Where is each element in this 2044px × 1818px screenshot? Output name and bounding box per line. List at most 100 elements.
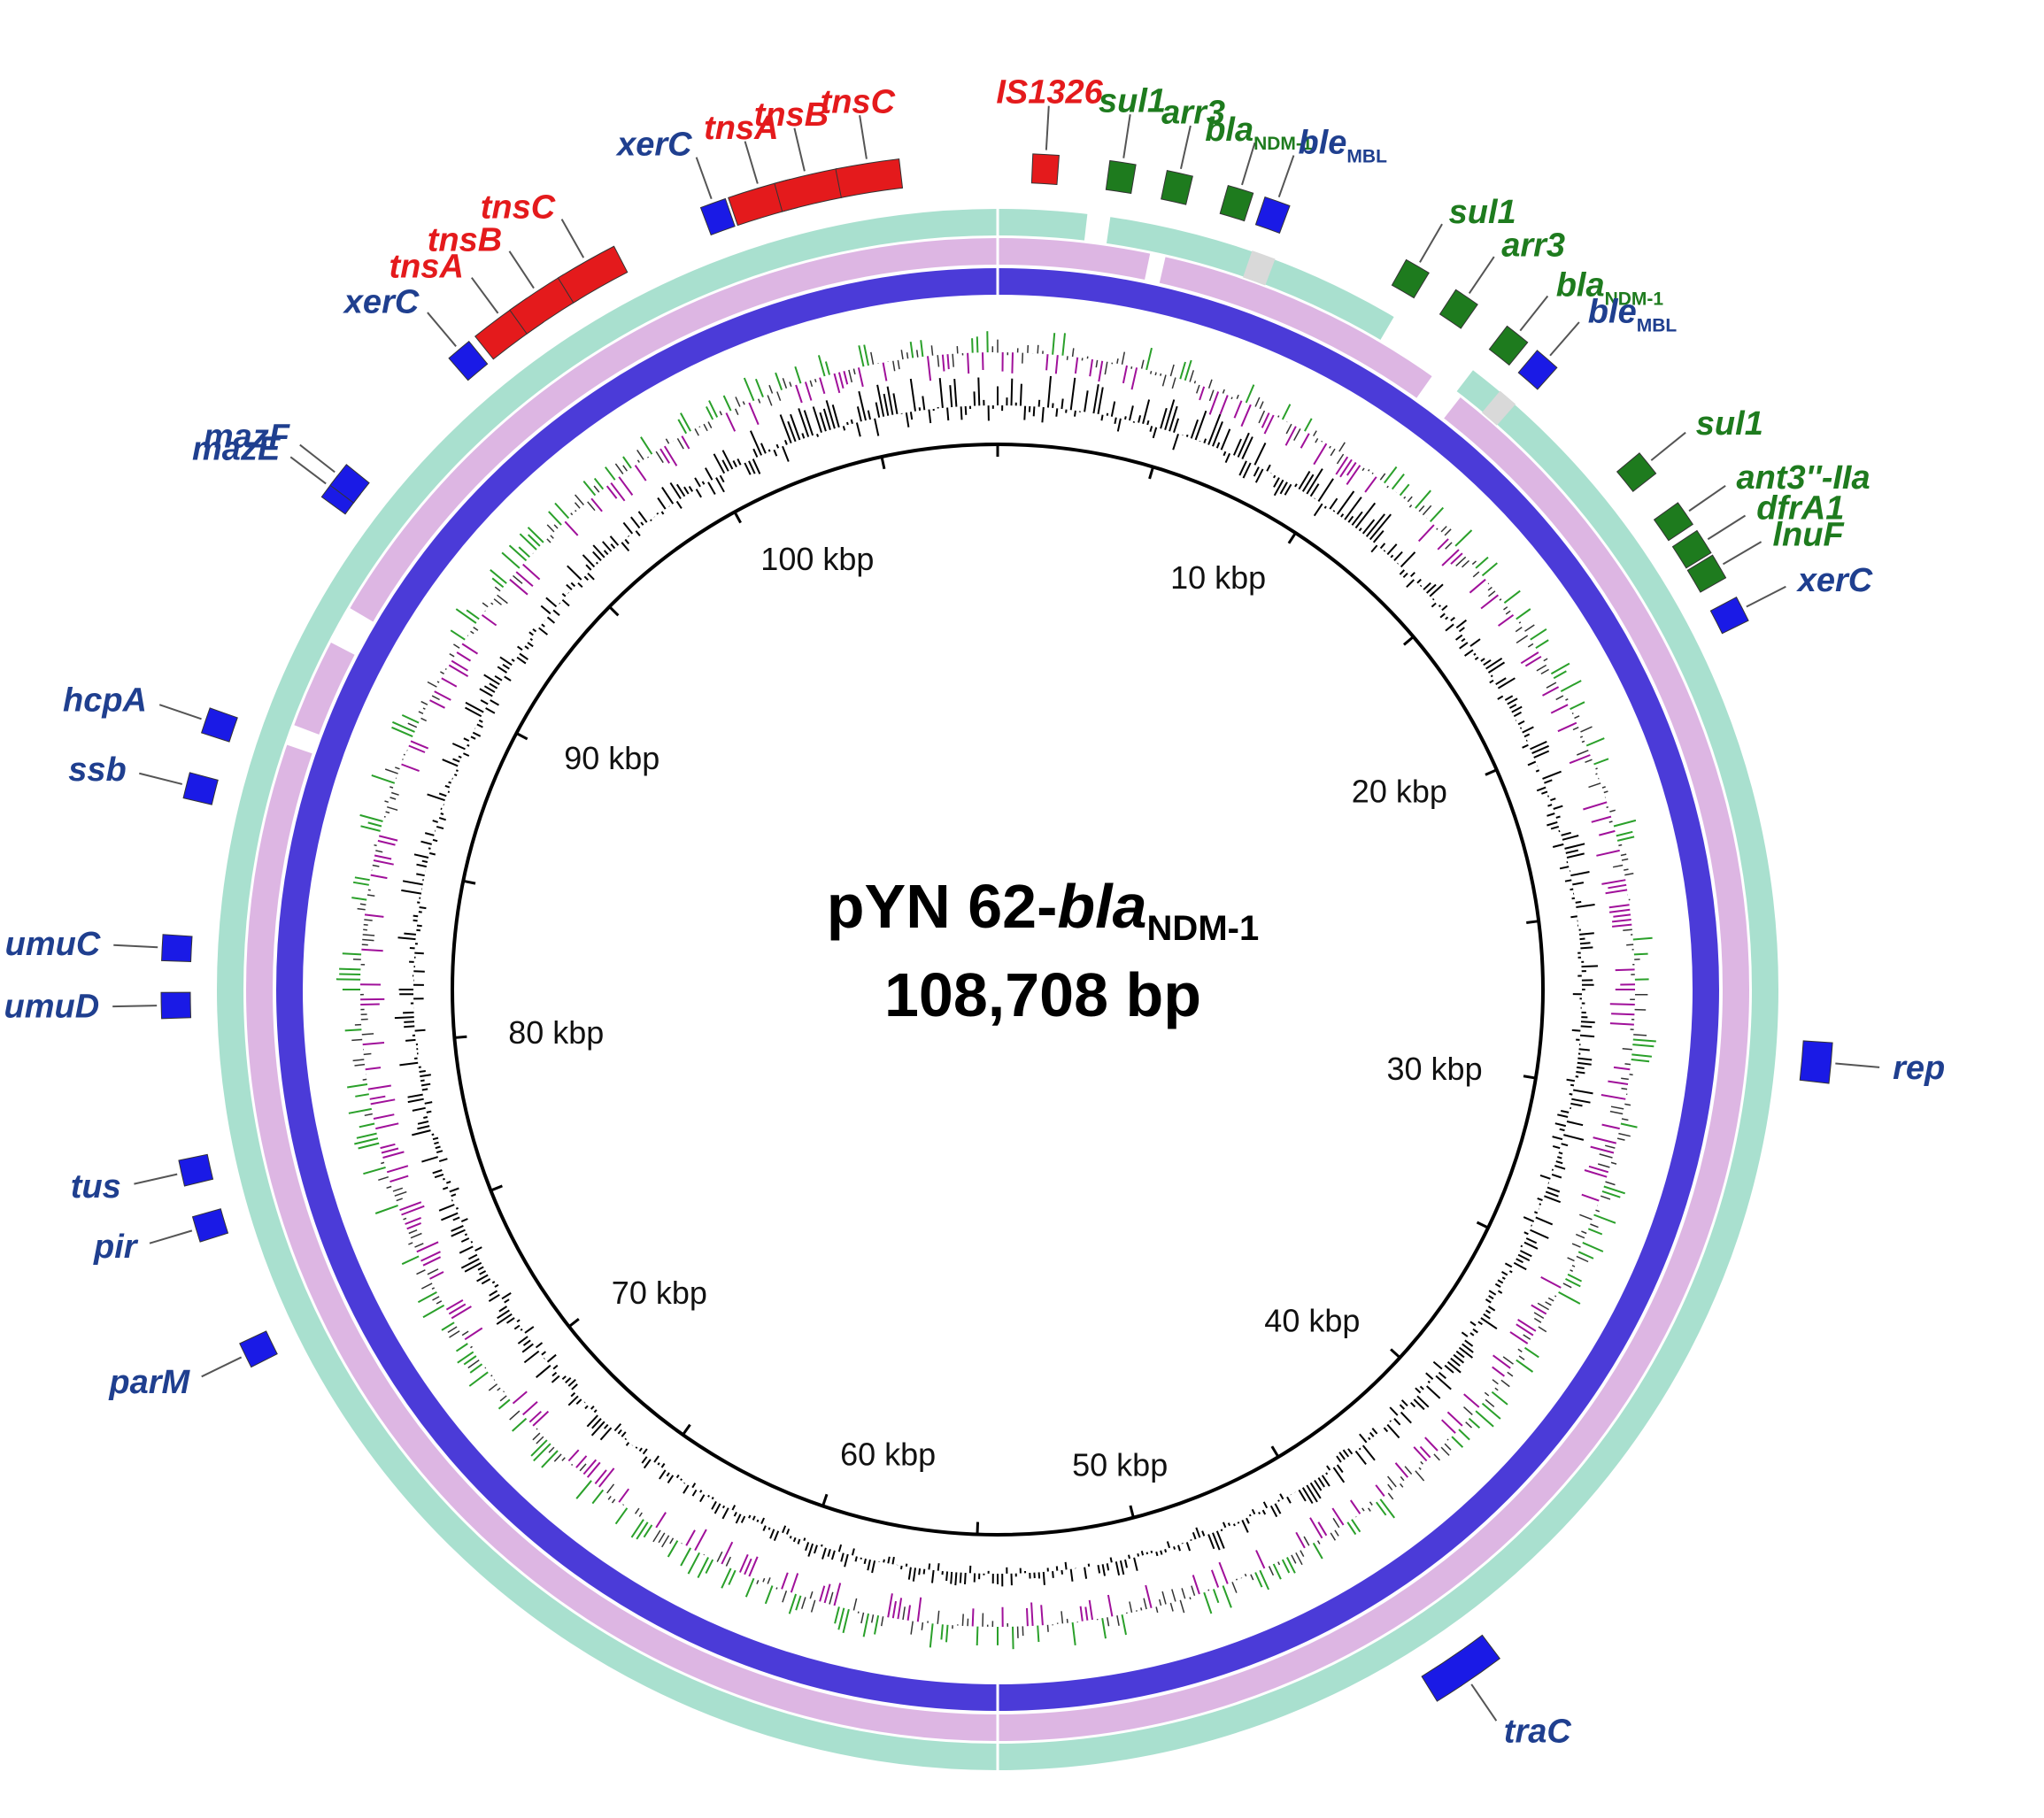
scale-ring: 10 kbp 20 kbp 30 kbp 40 kbp 50 kbp 60 kbp 70 k…	[451, 443, 1545, 1537]
gene-arrow	[182, 772, 219, 805]
gene-label: xerC	[615, 127, 692, 164]
gene-arrow	[1653, 502, 1694, 542]
scale-label: 40 kbp	[1264, 1303, 1360, 1339]
gene-leader-line	[1122, 114, 1131, 158]
scale-tick	[490, 1184, 503, 1192]
gc-tracks	[336, 331, 1656, 1650]
gene-arrow	[1709, 596, 1749, 635]
ring-tracks	[217, 206, 1778, 1773]
gene-arrow	[1219, 184, 1254, 222]
gene-name: tnsB	[428, 221, 502, 258]
gene-name: lnuF	[1773, 517, 1846, 554]
plasmid-title: pYN 62-blaNDM-1 108,708 bp	[827, 872, 1259, 1029]
gene-leader-line	[158, 704, 202, 720]
gene-name: umuD	[4, 988, 100, 1025]
gene-label: pir	[93, 1229, 139, 1266]
scale-tick	[682, 1423, 691, 1436]
gene-leader-line	[1470, 1683, 1498, 1722]
gene-arrow	[1686, 554, 1727, 593]
gene-leader-line	[1650, 431, 1686, 461]
scale-label: 20 kbp	[1352, 773, 1447, 809]
gene-subscript: NDM-1	[1253, 134, 1313, 154]
scale-label: 10 kbp	[1170, 559, 1266, 596]
gene-leader-line	[113, 944, 158, 949]
gene-name: traC	[1504, 1714, 1572, 1751]
gene-label: dfrA1	[1756, 490, 1844, 528]
gene-name: mazF	[204, 418, 291, 455]
gene-leader-line	[134, 1173, 178, 1185]
ring-gap	[1415, 375, 1462, 420]
gene-leader-line	[1419, 223, 1443, 263]
gene-arrow	[1517, 350, 1558, 390]
scale-tick	[608, 605, 620, 617]
gene-name: IS1326	[996, 74, 1103, 112]
scale-tick	[1402, 636, 1415, 646]
scale-tick	[733, 511, 742, 524]
scale-label: 80 kbp	[508, 1014, 604, 1051]
gene-subscript: MBL	[1346, 146, 1387, 166]
gene-arrow	[835, 158, 904, 198]
gene-arrow	[1616, 452, 1657, 492]
gene-label: bleMBL	[1299, 124, 1388, 166]
gene-label: lnuF	[1773, 517, 1846, 554]
gene-label: xerC	[343, 284, 420, 321]
gene-label: tus	[71, 1168, 121, 1206]
gene-leader-line	[1746, 585, 1786, 608]
scale-tick	[1523, 1075, 1537, 1080]
gene-label: arr3	[1161, 94, 1225, 131]
gene-leader-line	[149, 1229, 193, 1244]
scale-label: 60 kbp	[840, 1437, 936, 1473]
gene-name: bla	[1205, 112, 1253, 149]
gene-annotations: IS1326sul1arr3blaNDM-1bleMBLsul1arr3blaN…	[4, 74, 1946, 1751]
gene-label: ssb	[68, 751, 126, 789]
gene-name: sul1	[1099, 82, 1166, 119]
gene-leader-line	[859, 115, 868, 159]
ring-gap	[1379, 316, 1474, 392]
gene-label: tnsB	[754, 96, 829, 134]
gene-subscript: NDM-1	[1605, 289, 1664, 310]
gene-leader-line	[201, 1356, 243, 1378]
scale-tick	[1485, 768, 1498, 776]
gc-skew-negative	[359, 351, 1636, 1628]
gene-leader-line	[1519, 295, 1549, 332]
gene-name: ssb	[68, 751, 126, 789]
scale-tick	[821, 1493, 829, 1506]
scale-label: 70 kbp	[612, 1275, 707, 1311]
gene-label: sul1	[1449, 194, 1516, 231]
gene-label: mazF	[204, 418, 291, 455]
gene-arrow	[1671, 529, 1712, 569]
gene-arrow	[1254, 196, 1291, 235]
gene-leader-line	[1277, 155, 1295, 198]
gene-name: tnsC	[821, 83, 896, 120]
gene-label: traC	[1504, 1714, 1572, 1751]
gene-arrow	[1105, 159, 1137, 195]
gene-arrow	[1161, 169, 1193, 205]
scale-tick	[454, 1035, 467, 1039]
gene-name: tnsC	[481, 189, 556, 227]
gene-leader-line	[299, 443, 336, 474]
gene-label: mazE	[192, 430, 282, 467]
scale-tick	[976, 1521, 980, 1535]
plasmid-name-italic: bla	[1057, 872, 1146, 941]
gene-name: rep	[1893, 1050, 1945, 1087]
gene-leader-line	[1045, 105, 1050, 150]
ring-gap	[286, 724, 320, 754]
gene-label: IS1326	[996, 74, 1103, 112]
gene-name: ant3''-IIa	[1737, 459, 1870, 497]
gene-leader-line	[471, 277, 499, 314]
gene-leader-line	[744, 141, 759, 184]
ring-gap	[330, 607, 374, 656]
gene-label: hcpA	[63, 682, 147, 719]
gene-name: sul1	[1696, 405, 1763, 443]
gene-arrow	[1799, 1040, 1833, 1084]
scale-label: 90 kbp	[564, 740, 659, 776]
gene-arrow	[557, 245, 629, 304]
gene-arrow	[329, 464, 370, 504]
gene-name: parM	[108, 1364, 190, 1401]
gene-subscript: MBL	[1637, 316, 1678, 336]
gene-label: tnsA	[704, 110, 778, 147]
gene-label: parM	[108, 1364, 190, 1401]
gene-name: tus	[71, 1168, 121, 1206]
gene-arrow	[1421, 1634, 1500, 1702]
